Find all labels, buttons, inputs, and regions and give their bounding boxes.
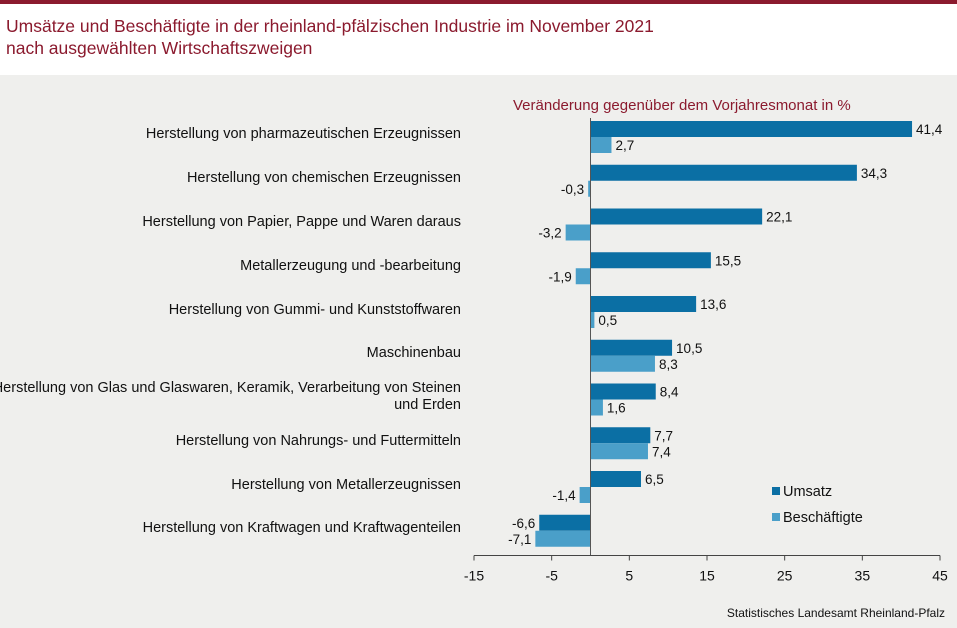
value-label-umsatz: 15,5 — [715, 253, 741, 268]
category-label: Herstellung von Kraftwagen und Kraftwage… — [142, 520, 461, 536]
value-label-beschaeftigte: -0,3 — [561, 182, 584, 197]
bar-beschaeftigte — [590, 355, 655, 372]
bar-umsatz — [590, 471, 641, 487]
header-divider — [0, 72, 957, 75]
value-label-umsatz: 7,7 — [654, 428, 673, 443]
value-label-beschaeftigte: -1,4 — [552, 488, 576, 503]
value-label-beschaeftigte: 7,4 — [652, 444, 671, 459]
bar-umsatz — [590, 383, 656, 400]
bar-umsatz — [590, 164, 857, 181]
legend-beschaeftigte: Beschäftigte — [772, 510, 863, 526]
value-label-beschaeftigte: 2,7 — [615, 138, 634, 153]
source-note: Statistisches Landesamt Rheinland-Pfalz — [726, 606, 945, 620]
bar-beschaeftigte — [575, 268, 591, 285]
x-tick-label: 25 — [777, 568, 793, 584]
value-label-umsatz: 34,3 — [861, 166, 887, 181]
value-label-beschaeftigte: -3,2 — [538, 226, 561, 241]
bar-umsatz — [590, 208, 763, 225]
bar-umsatz — [590, 339, 673, 356]
category-label: Maschinenbau — [366, 345, 461, 361]
bar-beschaeftigte — [590, 137, 612, 153]
value-label-beschaeftigte: -1,9 — [548, 269, 571, 284]
bar-umsatz — [539, 514, 591, 531]
top-accent-bar — [0, 0, 957, 4]
category-label: Herstellung von Glas und Glaswaren, Kera… — [0, 380, 461, 413]
bar-umsatz — [590, 296, 697, 312]
value-label-umsatz: 22,1 — [766, 210, 792, 225]
x-tick-label: 15 — [699, 568, 715, 584]
value-label-umsatz: 41,4 — [916, 122, 943, 137]
bar-umsatz — [590, 252, 711, 269]
value-label-beschaeftigte: 8,3 — [659, 357, 678, 372]
value-label-umsatz: 13,6 — [700, 297, 726, 312]
bar-beschaeftigte — [590, 312, 595, 328]
chart-subtitle: Veränderung gegenüber dem Vorjahresmonat… — [513, 97, 851, 114]
bar-beschaeftigte — [588, 180, 591, 197]
category-label: Herstellung von Nahrungs- und Futtermitt… — [175, 433, 461, 449]
x-tick-label: 45 — [932, 568, 948, 584]
value-label-umsatz: -6,6 — [512, 516, 535, 531]
header: Umsätze und Beschäftigte in der rheinlan… — [0, 4, 957, 72]
legend-label-umsatz: Umsatz — [783, 484, 833, 500]
bar-umsatz — [590, 427, 651, 444]
legend-swatch-beschaeftigte — [772, 513, 780, 521]
bar-beschaeftigte — [535, 530, 591, 547]
x-tick-label: 5 — [625, 568, 633, 584]
category-label: Herstellung von chemischen Erzeugnissen — [186, 170, 461, 186]
legend-swatch-umsatz — [772, 487, 780, 495]
value-label-umsatz: 10,5 — [676, 341, 702, 356]
bar-beschaeftigte — [590, 443, 648, 460]
legend-umsatz: Umsatz — [772, 484, 832, 500]
legend-label-beschaeftigte: Beschäftigte — [783, 510, 863, 526]
category-label: Herstellung von pharmazeutischen Erzeugn… — [145, 126, 461, 142]
value-label-beschaeftigte: 0,5 — [598, 313, 617, 328]
value-label-umsatz: 8,4 — [660, 385, 679, 400]
bar-beschaeftigte — [590, 399, 603, 416]
value-label-umsatz: 6,5 — [645, 472, 664, 487]
x-tick-label: 35 — [855, 568, 871, 584]
bar-beschaeftigte — [579, 487, 591, 503]
x-tick-label: -15 — [464, 568, 484, 584]
category-label: Herstellung von Metallerzeugnissen — [231, 477, 461, 493]
category-label: Herstellung von Papier, Pappe und Waren … — [142, 214, 461, 230]
category-label: Metallerzeugung und -bearbeitung — [240, 258, 461, 274]
bar-beschaeftigte — [565, 224, 591, 241]
chart-title-line2: nach ausgewählten Wirtschaftszweigen — [6, 38, 313, 58]
value-label-beschaeftigte: 1,6 — [607, 401, 626, 416]
category-label: Herstellung von Gummi- und Kunststoffwar… — [168, 302, 461, 318]
chart-title-line1: Umsätze und Beschäftigte in der rheinlan… — [6, 16, 654, 36]
value-label-beschaeftigte: -7,1 — [508, 532, 531, 547]
x-tick-label: -5 — [545, 568, 558, 584]
bar-umsatz — [590, 121, 913, 137]
